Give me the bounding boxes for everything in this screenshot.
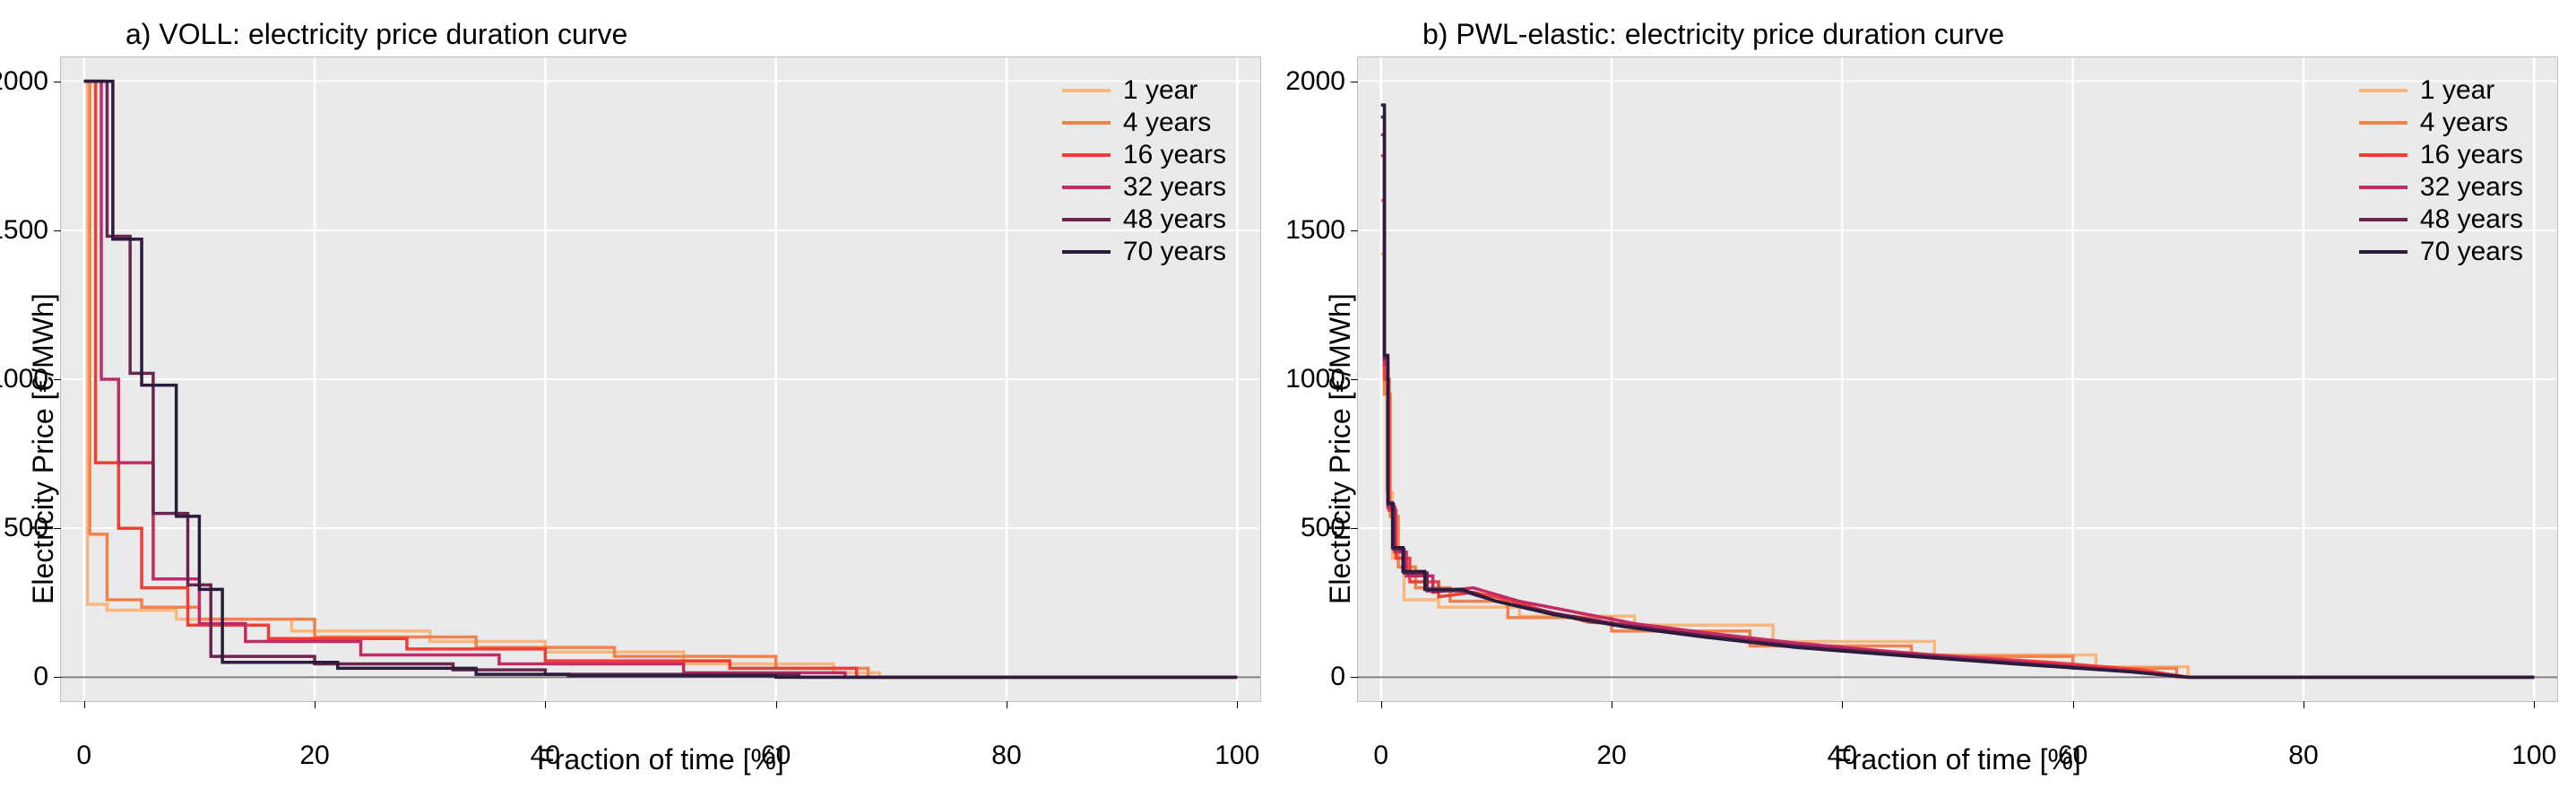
legend-swatch <box>1062 218 1111 221</box>
panel-title: a) VOLL: electricity price duration curv… <box>125 18 1261 51</box>
legend-label: 4 years <box>2420 108 2508 138</box>
legend-row: 16 years <box>2359 140 2523 170</box>
x-axis-label: Fraction of time [%] <box>1357 702 2558 788</box>
legend-label: 70 years <box>2420 237 2523 267</box>
legend-swatch <box>2359 218 2407 221</box>
legend-label: 1 year <box>1123 75 1197 106</box>
legend-swatch <box>1062 186 1111 189</box>
ytick-label: 0 <box>1330 662 1345 692</box>
legend-label: 1 year <box>2420 75 2494 106</box>
legend-label: 48 years <box>1123 204 1226 235</box>
plot-area-voll: 0500100015002000 020406080100 1 year4 ye… <box>60 56 1261 702</box>
xtick-label: 100 <box>2511 741 2556 771</box>
legend-label: 16 years <box>1123 140 1226 170</box>
ytick-label: 2000 <box>1285 66 1345 97</box>
legend-label: 48 years <box>2420 204 2523 235</box>
legend-label: 4 years <box>1123 108 1211 138</box>
legend-swatch <box>2359 186 2407 189</box>
panel-voll: a) VOLL: electricity price duration curv… <box>18 18 1261 788</box>
ytick-label: 500 <box>4 513 48 543</box>
x-axis-label: Fraction of time [%] <box>60 702 1261 788</box>
legend-row: 32 years <box>2359 172 2523 203</box>
legend-row: 48 years <box>1062 204 1226 235</box>
legend-row: 16 years <box>1062 140 1226 170</box>
legend: 1 year4 years16 years32 years48 years70 … <box>2347 66 2536 276</box>
xtick-label: 40 <box>1828 741 1857 771</box>
xtick-label: 20 <box>299 741 329 771</box>
legend-swatch <box>2359 153 2407 157</box>
xtick-label: 80 <box>2288 741 2318 771</box>
ytick-label: 1000 <box>1285 364 1345 394</box>
legend-row: 32 years <box>1062 172 1226 203</box>
ytick-label: 1000 <box>0 364 48 394</box>
legend-row: 70 years <box>1062 237 1226 267</box>
legend-row: 1 year <box>2359 75 2523 106</box>
legend-swatch <box>1062 89 1111 92</box>
legend-swatch <box>1062 121 1111 125</box>
legend: 1 year4 years16 years32 years48 years70 … <box>1050 66 1239 276</box>
figure: a) VOLL: electricity price duration curv… <box>18 18 2558 788</box>
ytick-label: 1500 <box>1285 215 1345 246</box>
panel-pwl: b) PWL-elastic: electricity price durati… <box>1315 18 2558 788</box>
legend-swatch <box>2359 89 2407 92</box>
legend-label: 32 years <box>2420 172 2523 203</box>
legend-row: 48 years <box>2359 204 2523 235</box>
ytick-label: 1500 <box>0 215 48 246</box>
legend-row: 1 year <box>1062 75 1226 106</box>
xtick-label: 80 <box>991 741 1021 771</box>
legend-swatch <box>1062 153 1111 157</box>
xtick-label: 20 <box>1596 741 1626 771</box>
legend-swatch <box>2359 250 2407 254</box>
legend-swatch <box>1062 250 1111 254</box>
legend-row: 70 years <box>2359 237 2523 267</box>
legend-label: 32 years <box>1123 172 1226 203</box>
legend-row: 4 years <box>1062 108 1226 138</box>
xtick-label: 0 <box>1373 741 1388 771</box>
ytick-label: 500 <box>1301 513 1345 543</box>
xtick-label: 60 <box>761 741 791 771</box>
panel-title: b) PWL-elastic: electricity price durati… <box>1422 18 2558 51</box>
ytick-label: 0 <box>33 662 48 692</box>
legend-label: 16 years <box>2420 140 2523 170</box>
xtick-label: 0 <box>76 741 91 771</box>
ytick-label: 2000 <box>0 66 48 97</box>
plot-area-pwl: 0500100015002000 020406080100 1 year4 ye… <box>1357 56 2558 702</box>
legend-swatch <box>2359 121 2407 125</box>
xtick-label: 60 <box>2058 741 2088 771</box>
xtick-label: 100 <box>1215 741 1259 771</box>
legend-row: 4 years <box>2359 108 2523 138</box>
legend-label: 70 years <box>1123 237 1226 267</box>
xtick-label: 40 <box>531 741 560 771</box>
